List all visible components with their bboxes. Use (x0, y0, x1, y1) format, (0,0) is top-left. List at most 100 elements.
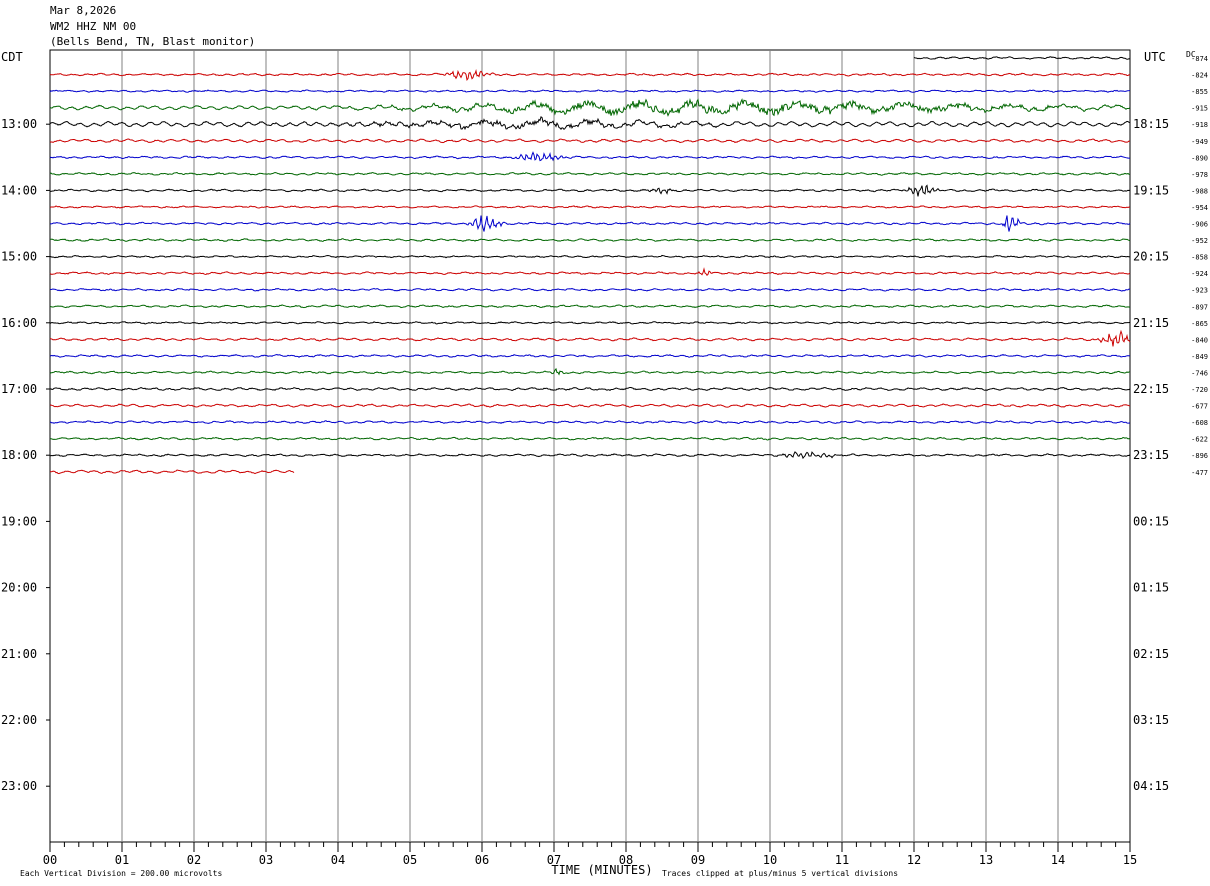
dc-offset-label: -858 (1191, 254, 1208, 262)
cdt-hour-label: 18:00 (1, 448, 37, 462)
cdt-hour-label: 21:00 (1, 647, 37, 661)
utc-hour-label: 20:15 (1133, 250, 1169, 264)
utc-hour-label: 19:15 (1133, 183, 1169, 197)
seismic-trace (49, 386, 1131, 392)
cdt-hour-label: 17:00 (1, 382, 37, 396)
x-tick-label: 04 (331, 853, 345, 867)
seismic-trace (49, 304, 1131, 309)
dc-offset-label: -896 (1191, 452, 1208, 460)
dc-offset-label: -915 (1191, 105, 1208, 113)
seismic-trace (49, 68, 1131, 81)
plot-frame (49, 49, 1131, 843)
dc-offset-label: -824 (1191, 72, 1208, 80)
cdt-hour-label: 14:00 (1, 183, 37, 197)
seismic-trace (49, 367, 1131, 376)
seismic-trace (49, 238, 1131, 243)
x-tick-label: 10 (763, 853, 777, 867)
utc-hour-label: 00:15 (1133, 514, 1169, 528)
dc-offset-label: -608 (1191, 419, 1208, 427)
label-group: 00 01 02 03 04 05 06 07 08 09 10 11 12 13 14 15 TIME (MI… (1, 50, 1208, 878)
x-tick-label: 15 (1123, 853, 1137, 867)
seismic-trace (49, 436, 1131, 441)
clip-note: Traces clipped at plus/minus 5 vertical … (662, 869, 898, 878)
header-date: Mar 8,2026 (50, 4, 117, 17)
dc-offset-label: -477 (1191, 469, 1208, 477)
dc-label: DC (1186, 50, 1196, 59)
dc-offset-label: -720 (1191, 386, 1208, 394)
dc-offset-label: -855 (1191, 88, 1208, 96)
seismic-trace (913, 56, 1131, 60)
utc-label: UTC (1144, 50, 1166, 64)
dc-offset-label: -849 (1191, 353, 1208, 361)
cdt-label: CDT (1, 50, 23, 64)
seismic-trace (50, 215, 1131, 232)
dc-offset-label: -918 (1191, 121, 1208, 129)
dc-offset-label: -988 (1191, 187, 1208, 195)
plot-grid (46, 49, 1131, 852)
header-location: (Bells Bend, TN, Blast monitor) (50, 35, 256, 48)
seismic-trace (49, 116, 1131, 131)
cdt-hour-label: 19:00 (1, 514, 37, 528)
seismic-trace (49, 138, 1131, 144)
cdt-hour-label: 22:00 (1, 713, 37, 727)
x-tick-label: 12 (907, 853, 921, 867)
cdt-hour-label: 20:00 (1, 581, 37, 595)
utc-hour-label: 22:15 (1133, 382, 1169, 396)
utc-hour-label: 23:15 (1133, 448, 1169, 462)
utc-hour-label: 21:15 (1133, 316, 1169, 330)
x-axis-label: TIME (MINUTES) (551, 863, 652, 877)
seismic-trace (49, 98, 1131, 117)
dc-offset-label: -874 (1191, 55, 1208, 63)
dc-offset-label: -954 (1191, 204, 1208, 212)
cdt-hour-label: 13:00 (1, 117, 37, 131)
utc-hour-label: 01:15 (1133, 581, 1169, 595)
seismic-trace (49, 205, 1131, 209)
seismic-trace (49, 451, 1131, 460)
seismic-trace (49, 321, 1131, 325)
x-tick-label: 07 (547, 853, 561, 867)
cdt-hour-label: 16:00 (1, 316, 37, 330)
utc-hour-label: 04:15 (1133, 779, 1169, 793)
dc-offset-label: -906 (1191, 221, 1208, 229)
x-tick-label: 09 (691, 853, 705, 867)
x-tick-label: 01 (115, 853, 129, 867)
dc-offset-label: -622 (1191, 436, 1208, 444)
x-tick-label: 05 (403, 853, 417, 867)
x-tick-label: 03 (259, 853, 273, 867)
x-tick-label: 11 (835, 853, 849, 867)
seismic-trace (49, 287, 1131, 292)
seismic-trace (49, 254, 1131, 259)
dc-offset-label: -924 (1191, 270, 1208, 278)
x-tick-label: 14 (1051, 853, 1065, 867)
x-tick-label: 02 (187, 853, 201, 867)
x-tick-label: 06 (475, 853, 489, 867)
seismic-trace (49, 353, 1131, 358)
dc-offset-label: -923 (1191, 287, 1208, 295)
seismic-trace (49, 403, 1131, 408)
seismic-trace (49, 329, 1131, 347)
cdt-hour-label: 23:00 (1, 779, 37, 793)
x-tick-label: 13 (979, 853, 993, 867)
seismic-trace (49, 420, 1131, 424)
x-tick-label: 08 (619, 853, 633, 867)
utc-hour-label: 03:15 (1133, 713, 1169, 727)
dc-offset-label: -897 (1191, 303, 1208, 311)
dc-offset-label: -978 (1191, 171, 1208, 179)
header-station: WM2 HHZ NM 00 (50, 20, 137, 33)
x-tick-label: 00 (43, 853, 57, 867)
dc-offset-label: -677 (1191, 403, 1208, 411)
seismic-trace (49, 267, 1131, 276)
scale-note: Each Vertical Division = 200.00 microvol… (20, 869, 222, 878)
dc-offset-label: -840 (1191, 336, 1208, 344)
seismic-trace (49, 171, 1131, 176)
trace-group (49, 56, 1131, 475)
utc-hour-label: 02:15 (1133, 647, 1169, 661)
dc-offset-label: -865 (1191, 320, 1208, 328)
seismic-trace (49, 89, 1131, 93)
seismic-trace (49, 151, 1131, 162)
utc-hour-label: 18:15 (1133, 117, 1169, 131)
dc-offset-label: -746 (1191, 369, 1208, 377)
dc-offset-label: -949 (1191, 138, 1208, 146)
seismic-trace (49, 184, 1131, 197)
